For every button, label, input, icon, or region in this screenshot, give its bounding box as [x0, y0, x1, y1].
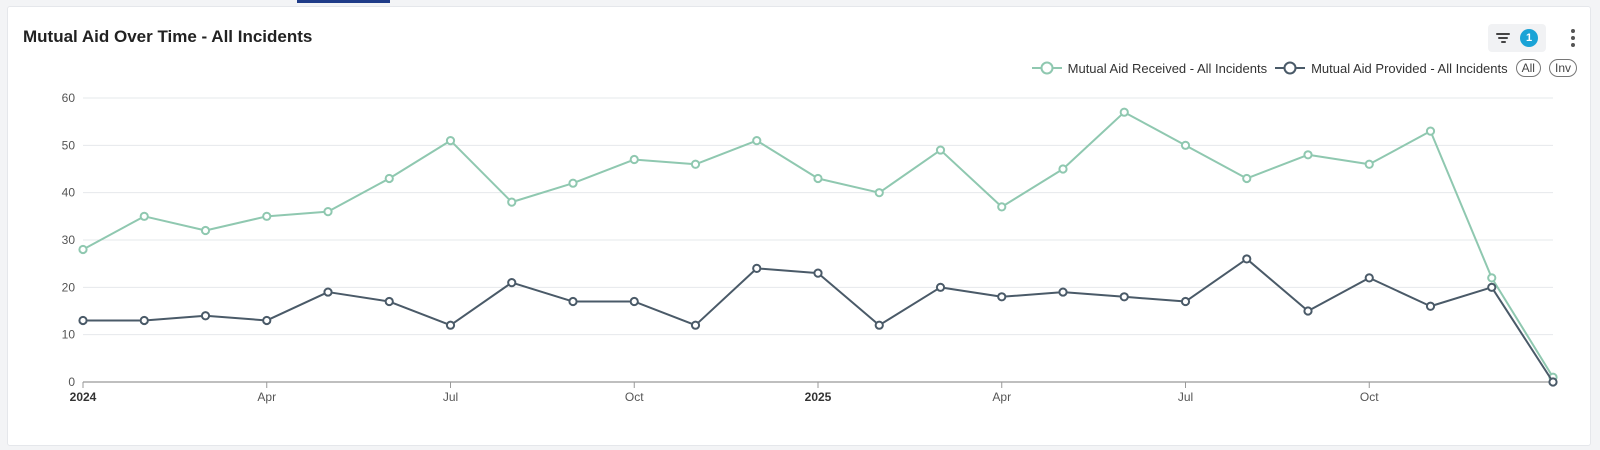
data-point-s1-11[interactable] [752, 263, 762, 273]
y-tick-label-10: 10 [62, 328, 76, 342]
y-tick-label-0: 0 [68, 375, 75, 389]
data-point-s1-6[interactable] [445, 320, 456, 330]
data-point-s1-20[interactable] [1303, 306, 1313, 316]
data-point-s1-0[interactable] [78, 315, 88, 326]
data-point-s0-1[interactable] [139, 211, 149, 221]
data-point-s0-12[interactable] [813, 173, 823, 184]
active-tab-indicator [297, 0, 390, 3]
data-point-s0-2[interactable] [200, 225, 211, 236]
data-point-s0-17[interactable] [1119, 107, 1129, 117]
data-point-s1-4[interactable] [323, 287, 333, 297]
data-point-s0-6[interactable] [445, 136, 456, 146]
data-point-s1-23[interactable] [1487, 282, 1497, 292]
filter-icon [1496, 32, 1510, 44]
data-point-s1-14[interactable] [935, 282, 946, 292]
data-point-s1-12[interactable] [813, 268, 823, 278]
x-tick-label-2: Jul [443, 390, 458, 404]
x-tick-label-6: Jul [1178, 390, 1193, 404]
data-point-s1-10[interactable] [690, 320, 701, 330]
data-point-s1-16[interactable] [1058, 287, 1068, 297]
data-point-s1-17[interactable] [1119, 292, 1129, 302]
data-point-s0-18[interactable] [1180, 140, 1191, 150]
chart-legend: Mutual Aid Received - All Incidents Mutu… [1031, 59, 1577, 77]
legend-invert-button[interactable]: Inv [1548, 59, 1577, 77]
x-tick-label-3: Oct [625, 390, 644, 404]
x-tick-label-5: Apr [992, 390, 1011, 404]
data-point-s1-21[interactable] [1364, 273, 1374, 283]
x-tick-label-1: Apr [257, 390, 276, 404]
data-point-s0-5[interactable] [384, 173, 394, 184]
data-point-s1-24[interactable] [1548, 377, 1558, 387]
more-options-icon[interactable] [1568, 26, 1578, 50]
data-point-s0-0[interactable] [78, 244, 88, 255]
legend-item-provided[interactable]: Mutual Aid Provided - All Incidents [1275, 60, 1508, 76]
y-tick-label-40: 40 [62, 186, 76, 200]
data-point-s1-15[interactable] [997, 292, 1007, 302]
data-point-s0-19[interactable] [1242, 173, 1252, 184]
chart-title: Mutual Aid Over Time - All Incidents [23, 27, 313, 46]
data-point-s1-2[interactable] [200, 311, 211, 321]
data-point-s1-5[interactable] [384, 296, 394, 307]
legend-marker-received [1031, 61, 1062, 75]
data-point-s1-9[interactable] [629, 296, 639, 307]
data-point-s1-1[interactable] [139, 315, 149, 326]
data-point-s0-8[interactable] [568, 178, 578, 188]
data-point-s0-20[interactable] [1303, 150, 1313, 160]
data-point-s1-19[interactable] [1242, 254, 1252, 264]
data-point-s1-18[interactable] [1180, 296, 1191, 307]
y-tick-label-50: 50 [62, 138, 76, 152]
data-point-s0-13[interactable] [874, 188, 884, 198]
data-point-s0-22[interactable] [1425, 126, 1436, 136]
data-point-s0-11[interactable] [752, 136, 762, 146]
chart-card: Mutual Aid Over Time - All Incidents 1 M… [7, 6, 1591, 446]
data-point-s1-22[interactable] [1425, 301, 1436, 311]
data-point-s0-3[interactable] [262, 211, 272, 221]
data-point-s0-21[interactable] [1364, 159, 1374, 169]
y-tick-label-60: 60 [62, 91, 76, 105]
data-point-s0-23[interactable] [1487, 273, 1497, 283]
data-point-s1-7[interactable] [507, 278, 517, 288]
legend-all-button[interactable]: All [1515, 59, 1541, 77]
data-point-s0-14[interactable] [935, 145, 946, 155]
y-tick-label-20: 20 [62, 280, 76, 294]
legend-label-received: Mutual Aid Received - All Incidents [1067, 60, 1268, 76]
x-tick-label-4: 2025 [805, 390, 832, 404]
filter-button[interactable]: 1 [1488, 24, 1546, 52]
series-line-0 [82, 111, 1554, 378]
legend-label-provided: Mutual Aid Provided - All Incidents [1311, 60, 1508, 76]
legend-marker-provided [1275, 61, 1306, 75]
data-point-s1-8[interactable] [568, 296, 578, 307]
data-point-s0-10[interactable] [690, 159, 701, 169]
data-point-s1-13[interactable] [874, 320, 884, 330]
filter-count-badge: 1 [1520, 29, 1538, 47]
x-tick-label-0: 2024 [70, 390, 97, 404]
data-point-s0-15[interactable] [997, 202, 1007, 212]
data-point-s1-3[interactable] [262, 315, 272, 326]
data-point-s0-4[interactable] [323, 207, 333, 217]
y-tick-label-30: 30 [62, 233, 76, 247]
data-point-s0-9[interactable] [629, 154, 639, 165]
data-point-s0-16[interactable] [1058, 164, 1068, 174]
x-tick-label-7: Oct [1360, 390, 1379, 404]
legend-item-received[interactable]: Mutual Aid Received - All Incidents [1031, 60, 1268, 76]
data-point-s0-7[interactable] [507, 197, 517, 207]
